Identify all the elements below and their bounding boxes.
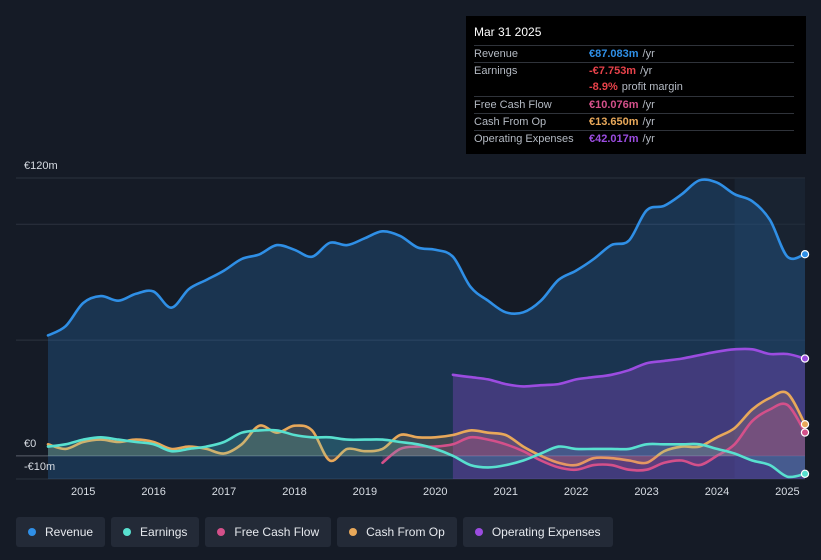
- x-tick-label: 2015: [71, 486, 95, 498]
- tooltip-row-value: -€7.753m: [589, 65, 637, 78]
- legend-dot-icon: [123, 528, 132, 536]
- legend-dot-icon: [28, 528, 36, 536]
- tooltip-row: -8.9% profit margin: [474, 79, 794, 95]
- tooltip-row-value: -8.9%: [589, 81, 618, 94]
- series-line-revenue: [46, 178, 807, 337]
- tooltip-row-label: Operating Expenses: [474, 132, 574, 145]
- tooltip-row: Earnings -€7.753m/yr: [474, 62, 794, 79]
- series-area-operating-expenses: [452, 348, 805, 479]
- legend-dot-icon: [349, 528, 358, 536]
- tooltip-date: Mar 31 2025: [474, 25, 542, 39]
- series-end-dot-earnings: [800, 469, 810, 478]
- x-tick-label: 2020: [423, 486, 447, 498]
- tooltip-row-value: €10.076m: [589, 98, 639, 111]
- legend-label: Operating Expenses: [491, 525, 601, 539]
- tooltip-row-value: €42.017m: [589, 132, 639, 145]
- x-tick-label: 2016: [141, 486, 165, 498]
- series-line-cash-from-op: [46, 390, 807, 467]
- tooltip-row-label: Free Cash Flow: [474, 98, 552, 111]
- tooltip-rows: Revenue €87.083m/yr Earnings -€7.753m/yr -8.…: [474, 45, 798, 147]
- tooltip-row: Cash From Op €13.650m/yr: [474, 112, 794, 130]
- series-area-revenue: [48, 179, 805, 479]
- x-tick-label: 2025: [775, 486, 799, 498]
- axis-layer: €120m €0 -€10m 2015 2016 2017 2018 2019 2020 2021…: [24, 160, 800, 498]
- grid-layer: [16, 177, 805, 480]
- x-tick-label: 2023: [634, 486, 658, 498]
- tooltip-row: Free Cash Flow €10.076m/yr: [474, 95, 794, 113]
- x-tick-label: 2022: [564, 486, 588, 498]
- series-line-operating-expenses: [451, 347, 807, 388]
- tooltip-row-label: Revenue: [474, 48, 519, 60]
- x-tick-label: 2019: [353, 486, 377, 498]
- tooltip-row-value: €13.650m: [589, 115, 639, 128]
- x-tick-label: 2021: [493, 486, 517, 498]
- series-end-dot-cash-from-op: [800, 420, 810, 429]
- tooltip-row-label: Earnings: [474, 65, 518, 78]
- tooltip-row-suffix: /yr: [642, 115, 655, 128]
- series-end-dot-operating-expenses: [800, 354, 810, 363]
- tooltip-row-value: €87.083m: [589, 48, 639, 60]
- y-tick-label: €0: [24, 438, 36, 450]
- tooltip-row-suffix: /yr: [642, 98, 655, 111]
- series-end-dot-revenue: [800, 250, 810, 259]
- legend-item-earnings[interactable]: Earnings: [111, 517, 200, 547]
- tooltip-row-suffix: profit margin: [621, 81, 683, 94]
- legend-item-revenue[interactable]: Revenue: [16, 517, 106, 547]
- series-line-earnings: [46, 428, 807, 479]
- tooltip-row-label: [474, 79, 589, 95]
- y-tick-label: €120m: [24, 160, 58, 172]
- legend-dot-icon: [474, 528, 483, 536]
- legend-label: Revenue: [45, 525, 94, 539]
- series-line-free-cash-flow: [381, 402, 807, 472]
- tooltip-row-label: Cash From Op: [474, 115, 547, 128]
- legend-item-free-cash-flow[interactable]: Free Cash Flow: [205, 517, 332, 547]
- legend-label: Free Cash Flow: [234, 525, 320, 539]
- series-area-cash-from-op: [48, 391, 805, 466]
- series-layer: [46, 178, 807, 479]
- legend-dot-icon: [217, 528, 226, 536]
- legend-item-operating-expenses[interactable]: Operating Expenses: [462, 517, 613, 547]
- tooltip-row: Operating Expenses €42.017m/yr: [474, 129, 794, 147]
- legend-item-cash-from-op[interactable]: Cash From Op: [337, 517, 457, 547]
- tooltip-row-suffix: /yr: [642, 132, 655, 145]
- legend-label: Earnings: [140, 525, 188, 539]
- legend: Revenue Earnings Free Cash Flow Cash From O…: [16, 517, 613, 547]
- series-end-dot-free-cash-flow: [800, 428, 810, 437]
- y-tick-label: -€10m: [24, 461, 55, 473]
- tooltip-row: Revenue €87.083m/yr: [474, 45, 794, 62]
- x-tick-label: 2018: [282, 486, 306, 498]
- end-dot-layer: [800, 250, 810, 478]
- x-tick-label: 2024: [705, 486, 729, 498]
- x-tick-label: 2017: [212, 486, 236, 498]
- tooltip-row-suffix: /yr: [640, 65, 653, 78]
- legend-label: Cash From Op: [366, 525, 445, 539]
- series-area-earnings: [48, 429, 805, 478]
- series-area-free-cash-flow: [382, 403, 805, 471]
- tooltip-row-suffix: /yr: [642, 48, 655, 60]
- tooltip-panel: Mar 31 2025 Revenue €87.083m/yr Earnings -€…: [466, 16, 806, 154]
